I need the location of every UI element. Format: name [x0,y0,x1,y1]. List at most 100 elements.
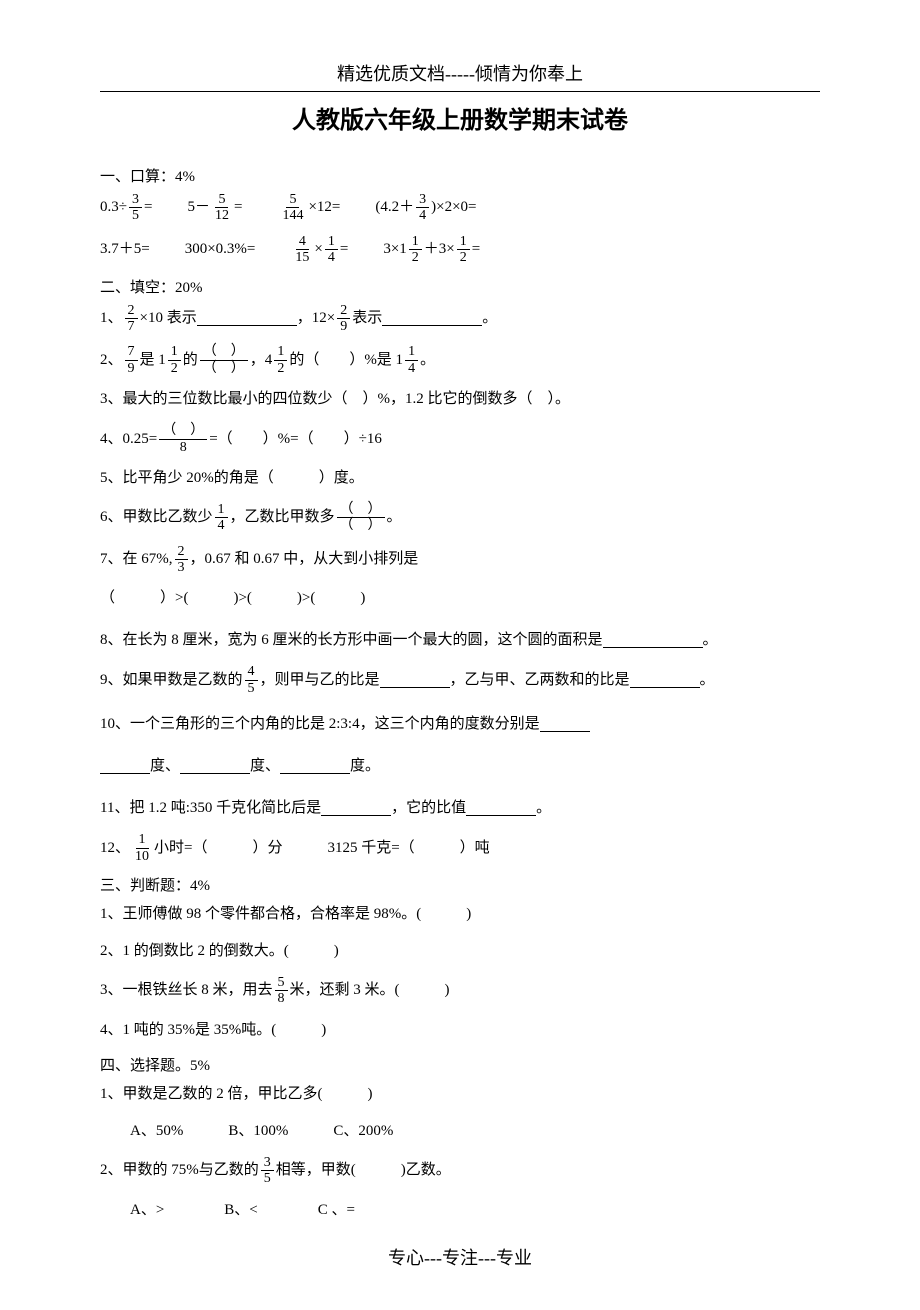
q7-line2: （ ）>( )>( )>( ) [100,585,820,612]
expr-text: 3.7＋5= [100,236,150,263]
q-text: 10、一个三角形的三个内角的比是 2:3:4，这三个内角的度数分别是 [100,711,540,738]
frac-den: 7 [125,319,138,334]
q-text: 1、 [100,305,123,332]
frac-den: 15 [292,250,312,265]
frac-num: 1 [136,832,149,848]
expr-text: (4.2＋ [375,194,414,221]
blank [603,633,703,648]
s4-q1-opts: A、50% B、100% C、200% [100,1118,820,1145]
expr-text: = [234,194,242,221]
frac-num: 2 [125,303,138,319]
frac-num: 5 [286,192,299,208]
expr-text: 0.3÷ [100,194,127,221]
frac-den: 2 [168,361,181,376]
q-text: 4、0.25= [100,426,157,453]
q-text: ×10 表示 [140,305,197,332]
q-text: ，12× [297,305,335,332]
q-text: 2、 [100,347,123,374]
frac-den: 4 [416,208,429,223]
q-text: 度、 [250,753,280,780]
s4-q2-opts: A、> B、< C 、= [100,1197,820,1224]
q3: 3、最大的三位数比最小的四位数少（ ）%，1.2 比它的倒数多（ ）。 [100,386,820,413]
frac-num: （ ） [337,502,385,518]
page-title: 人教版六年级上册数学期末试卷 [100,100,820,135]
frac-num: 2 [337,303,350,319]
q11: 11、把 1.2 吨:350 千克化简比后是 ，它的比值 。 [100,795,820,822]
q-text: ，4 [250,347,273,374]
frac-num: 1 [168,344,181,360]
header-text: 精选优质文档-----倾情为你奉上 [100,60,820,92]
q5: 5、比平角少 20%的角是（ ）度。 [100,465,820,492]
q8: 8、在长为 8 厘米，宽为 6 厘米的长方形中画一个最大的圆，这个圆的面积是 。 [100,627,820,654]
blank [180,759,250,774]
q-text: ，0.67 和 0.67 中，从大到小排列是 [190,546,419,573]
section-3-title: 三、判断题：4% [100,874,820,895]
q-text: 12、 [100,835,130,862]
frac-den: 8 [177,440,190,455]
q-text: 表示 [352,305,382,332]
q-text: 米，还剩 3 米。( ) [290,977,450,1004]
blank [380,673,450,688]
q1: 1、 27 ×10 表示 ，12× 29 表示 。 [100,303,820,335]
frac-den: 4 [325,250,338,265]
expr-text: ×12= [308,194,340,221]
q-text: 8、在长为 8 厘米，宽为 6 厘米的长方形中画一个最大的圆，这个圆的面积是 [100,627,603,654]
frac-den: 2 [457,250,470,265]
blank [197,311,297,326]
q-text: 。 [482,305,497,332]
q9: 9、如果甲数是乙数的 45 ，则甲与乙的比是 ，乙与甲、乙两数和的比是 。 [100,664,820,696]
blank [540,717,590,732]
blank [280,759,350,774]
q-text: ，乙数比甲数多 [230,504,335,531]
frac-den: 5 [129,208,142,223]
q-text: ，它的比值 [391,795,466,822]
q-text: =（ ）%=（ ）÷16 [209,426,382,453]
q7: 7、在 67%, 23 ，0.67 和 0.67 中，从大到小排列是 [100,544,820,576]
frac-num: 5 [275,975,288,991]
frac-num: 7 [125,344,138,360]
frac-num: （ ） [200,344,248,360]
blank [382,311,482,326]
expr-text: = [340,236,348,263]
q10-line2: 度、 度、 度。 [100,753,820,780]
frac-num: 1 [274,344,287,360]
section-2-title: 二、填空：20% [100,276,820,297]
frac-num: 1 [457,234,470,250]
frac-num: 1 [325,234,338,250]
frac-den: （ ） [200,361,248,376]
q-text: 11、把 1.2 吨:350 千克化简比后是 [100,795,321,822]
s3-q4: 4、1 吨的 35%是 35%吨。( ) [100,1017,820,1044]
q-text: 的 [183,347,198,374]
q-text: 相等，甲数( )乙数。 [276,1157,451,1184]
q-text: 度、 [150,753,180,780]
frac-den: 9 [337,319,350,334]
expr-text: ＋3× [424,236,455,263]
frac-den: 4 [215,518,228,533]
frac-den: 5 [261,1171,274,1186]
frac-num: 1 [405,344,418,360]
frac-num: 4 [245,664,258,680]
q-text: 7、在 67%, [100,546,173,573]
expr-text: 3×1 [383,236,406,263]
blank [466,801,536,816]
s3-q3: 3、一根铁丝长 8 米，用去 58 米，还剩 3 米。( ) [100,975,820,1007]
s1-row2: 3.7＋5= 300×0.3%= 415 × 14 = 3×1 12 ＋3× 1… [100,234,820,266]
blank [100,759,150,774]
frac-den: 8 [275,991,288,1006]
expr-text: 300×0.3%= [185,236,256,263]
q2: 2、 79 是 1 12 的 （ ）（ ） ，4 12 的（ ）%是 1 14 … [100,344,820,376]
frac-den: 144 [279,208,306,223]
frac-den: （ ） [337,518,385,533]
frac-den: 9 [125,361,138,376]
frac-den: 3 [175,560,188,575]
q-text: 9、如果甲数是乙数的 [100,667,243,694]
s3-q1: 1、王师傅做 98 个零件都合格，合格率是 98%。( ) [100,901,820,928]
frac-num: 3 [261,1155,274,1171]
q-text: ，乙与甲、乙两数和的比是 [450,667,630,694]
frac-num: 2 [175,544,188,560]
q12: 12、 110 小时=（ ）分 3125 千克=（ ）吨 [100,832,820,864]
frac-num: （ ） [159,423,207,439]
q-text: 的（ ）%是 1 [289,347,403,374]
blank [630,673,700,688]
frac-den: 2 [409,250,422,265]
